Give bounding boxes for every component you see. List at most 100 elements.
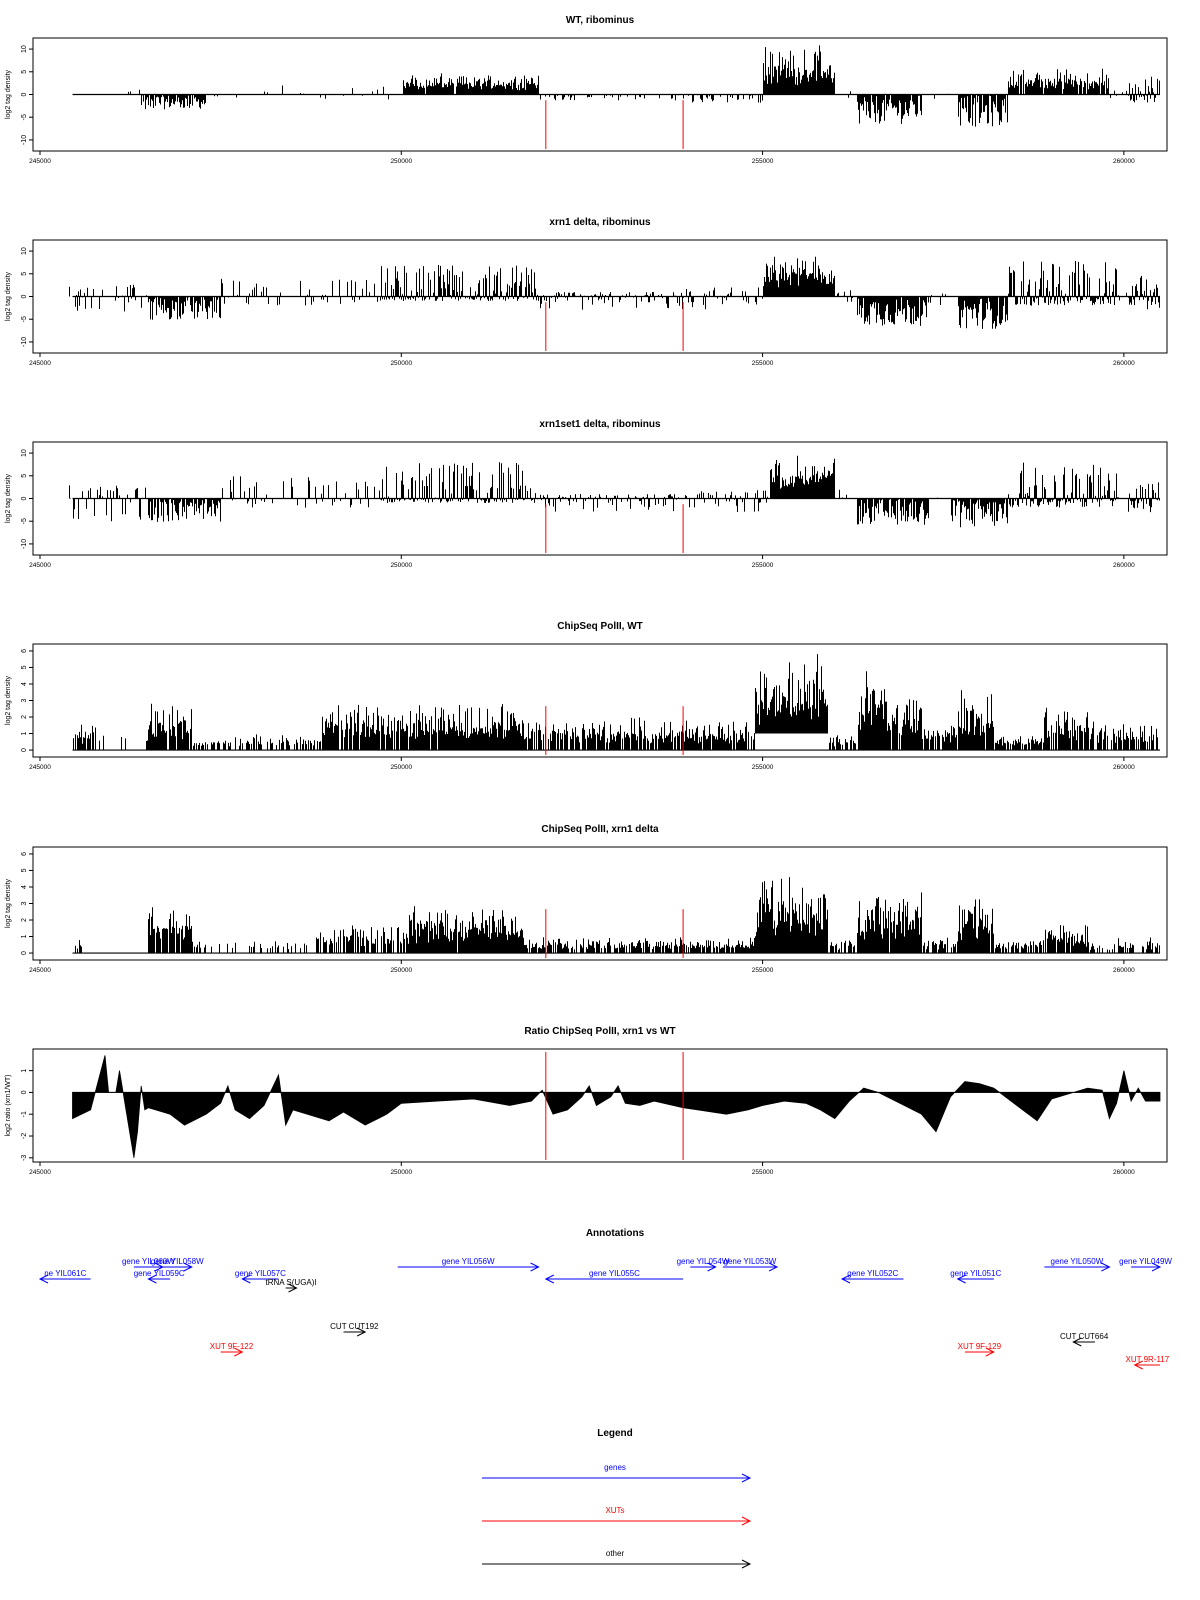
x-tick-label: 250000 [390, 967, 412, 974]
y-tick-label: 3 [21, 698, 28, 702]
legend-arrowhead [741, 1473, 752, 1483]
y-tick-label: 1 [21, 1069, 28, 1073]
annotation-gene: gene YIL050W [1044, 1257, 1111, 1272]
x-tick-label: 260000 [1113, 1169, 1135, 1176]
annotation-gene: gene YIL058W [151, 1257, 204, 1272]
annotation-xut: XUT 9F-122 [210, 1342, 254, 1357]
panel-6: Ratio ChipSeq PolII, xrn1 vs WT log2 rati… [5, 1026, 1168, 1176]
signal-bars [75, 877, 1160, 953]
annotation-other: tRNA S(UGA)I [266, 1278, 317, 1293]
panel-2: xrn1 delta, ribominus log2 tag density -10… [5, 217, 1168, 367]
annotation-label: gene YIL060W [122, 1257, 175, 1266]
y-axis-label: log2 tag density [5, 69, 12, 119]
y-tick-label: 0 [21, 496, 28, 500]
legend-arrowhead [741, 1516, 752, 1526]
panel-title: ChipSeq PolII, WT [557, 621, 643, 632]
annotation-label: gene YIL052C [847, 1269, 898, 1278]
panel-title: Ratio ChipSeq PolII, xrn1 vs WT [524, 1026, 675, 1037]
ratio-area [72, 1055, 1161, 1158]
panel-5: ChipSeq PolII, xrn1 delta log2 tag densit… [5, 824, 1168, 974]
annotation-arrowhead [1072, 1337, 1082, 1347]
data-series [69, 256, 1160, 329]
y-tick-label: 5 [21, 868, 28, 872]
x-tick-label: 260000 [1113, 764, 1135, 771]
legend-entry: XUTs [482, 1506, 752, 1526]
annotation-label: gene YIL057C [235, 1269, 286, 1278]
annotation-xut: XUT 9F-129 [958, 1342, 1002, 1357]
signal-bars [69, 256, 1160, 329]
y-tick-label: -10 [21, 135, 28, 145]
legend-entry: other [482, 1549, 752, 1569]
annotation-label: XUT 9F-122 [210, 1342, 254, 1351]
annotation-label: gene YIL049W [1119, 1257, 1172, 1266]
y-tick-label: 6 [21, 852, 28, 856]
x-tick-label: 245000 [29, 764, 51, 771]
y-tick-label: 10 [21, 247, 28, 255]
x-tick-label: 255000 [752, 764, 774, 771]
y-tick-label: 4 [21, 885, 28, 889]
x-tick-label: 250000 [390, 158, 412, 165]
annotation-arrowhead [1133, 1360, 1143, 1370]
data-series [72, 877, 1160, 954]
x-tick-label: 260000 [1113, 158, 1135, 165]
x-tick-label: 260000 [1113, 967, 1135, 974]
y-tick-label: 10 [21, 449, 28, 457]
annotation-gene: gene YIL053W [722, 1257, 779, 1272]
y-axis-label: log2 tag density [5, 675, 12, 725]
x-tick-label: 255000 [752, 158, 774, 165]
legend-arrowhead [741, 1559, 752, 1569]
annotation-arrowhead [288, 1283, 298, 1293]
annotation-gene: gene YIL059C [134, 1269, 185, 1284]
annotation-label: ne YIL061C [44, 1269, 86, 1278]
x-tick-label: 255000 [752, 1169, 774, 1176]
y-tick-label: -5 [21, 518, 28, 524]
y-tick-label: 0 [21, 748, 28, 752]
x-tick-label: 245000 [29, 967, 51, 974]
panel-title: ChipSeq PolII, xrn1 delta [541, 824, 659, 835]
x-tick-label: 250000 [390, 764, 412, 771]
annotation-arrowhead [1151, 1262, 1162, 1272]
y-tick-label: 0 [21, 1090, 28, 1094]
annotations-title: Annotations [586, 1228, 645, 1239]
y-tick-label: 5 [21, 665, 28, 669]
legend-label: XUTs [605, 1506, 624, 1515]
y-tick-label: -1 [21, 1111, 28, 1117]
y-tick-label: -10 [21, 337, 28, 347]
annotation-gene: gene YIL054W [677, 1257, 730, 1272]
y-tick-label: 1 [21, 731, 28, 735]
x-tick-label: 245000 [29, 1169, 51, 1176]
annotation-gene: gene YIL052C [840, 1269, 904, 1284]
panel-4: ChipSeq PolII, WT log2 tag density 0 1 2 3 4 5 6… [5, 621, 1168, 771]
annotation-gene: gene YIL049W [1119, 1257, 1172, 1272]
y-tick-label: 6 [21, 649, 28, 653]
y-tick-label: 5 [21, 474, 28, 478]
annotation-label: CUT CUT192 [330, 1322, 379, 1331]
panel-3: xrn1set1 delta, ribominus log2 tag densit… [5, 419, 1168, 569]
y-tick-label: 4 [21, 682, 28, 686]
panel-title: xrn1 delta, ribominus [549, 217, 651, 228]
annotation-gene: ne YIL061C [38, 1269, 91, 1284]
annotation-arrowhead [147, 1274, 157, 1284]
annotation-arrowhead [768, 1262, 779, 1272]
legend: Legend genes XUTs other [482, 1428, 752, 1569]
annotation-label: CUT CUT664 [1060, 1332, 1109, 1341]
legend-title: Legend [597, 1428, 633, 1439]
y-tick-label: 2 [21, 715, 28, 719]
y-tick-label: 0 [21, 951, 28, 955]
y-tick-label: 2 [21, 918, 28, 922]
x-tick-label: 245000 [29, 158, 51, 165]
x-tick-label: 245000 [29, 562, 51, 569]
annotation-label: gene YIL058W [151, 1257, 204, 1266]
annotation-xut: XUT 9R-117 [1125, 1355, 1170, 1370]
annotation-gene: gene YIL055C [544, 1269, 684, 1284]
annotation-other: CUT CUT192 [330, 1322, 379, 1337]
signal-bars [73, 654, 1158, 750]
y-axis-label: log2 tag density [5, 473, 12, 523]
data-series [69, 455, 1160, 528]
panel-1: WT, ribominus log2 tag density -10 -5 0 5 10 24… [5, 15, 1168, 165]
y-tick-label: -2 [21, 1133, 28, 1139]
x-tick-label: 260000 [1113, 360, 1135, 367]
